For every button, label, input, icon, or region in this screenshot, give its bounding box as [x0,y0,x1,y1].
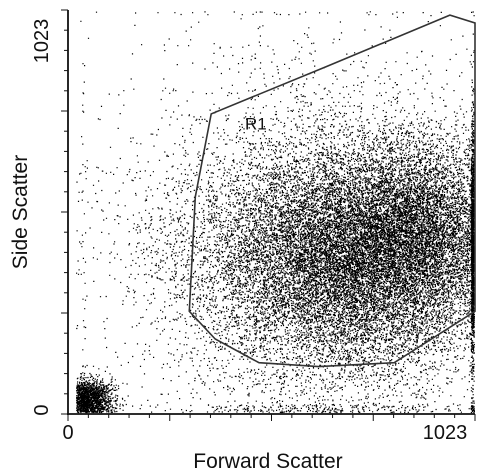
x-axis-title: Forward Scatter [193,450,342,473]
x-tick-label: 1023 [423,422,468,444]
gate-R1-label: R1 [245,115,267,134]
x-tick-label: 0 [62,422,73,444]
y-axis-title: Side Scatter [9,155,32,269]
axes [61,9,476,421]
y-tick-label: 0 [31,404,53,415]
y-tick-label: 1023 [31,19,53,64]
gate-R1-polygon [188,14,476,368]
